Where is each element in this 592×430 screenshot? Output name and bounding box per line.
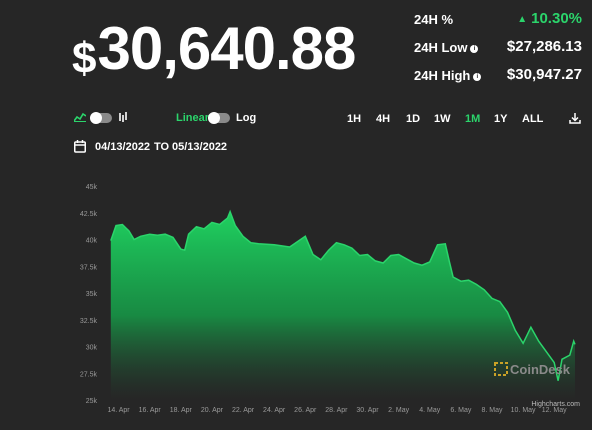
info-icon[interactable]: i: [473, 72, 482, 81]
y-tick-label: 35k: [86, 291, 98, 298]
price-value: 30,640.88: [97, 15, 356, 82]
range-button-1m[interactable]: 1M: [465, 113, 481, 125]
watermark-text: CoinDesk: [510, 362, 571, 377]
x-tick-label: 16. Apr: [139, 407, 162, 414]
stat-low-value: $27,286.13: [506, 38, 582, 55]
y-tick-label: 42.5k: [80, 211, 98, 218]
y-tick-label: 37.5k: [80, 264, 98, 271]
x-tick-label: 2. May: [388, 407, 410, 414]
x-tick-label: 14. Apr: [107, 407, 130, 414]
current-price: $30,640.88: [72, 14, 356, 84]
candlestick-icon[interactable]: [118, 112, 128, 122]
info-icon[interactable]: i: [470, 44, 479, 53]
stat-low-label: 24H Low i: [414, 40, 479, 55]
y-tick-label: 30k: [86, 345, 98, 352]
date-to-label: TO: [154, 141, 170, 153]
x-tick-label: 24. Apr: [263, 407, 286, 414]
x-axis: 14. Apr 16. Apr 18. Apr 20. Apr 22. Apr 24. A…: [107, 407, 567, 414]
download-icon[interactable]: [569, 112, 581, 124]
calendar-icon[interactable]: [74, 140, 86, 153]
area-chart-icon[interactable]: [74, 112, 86, 122]
stat-change-label: 24H %: [414, 12, 454, 27]
x-tick-label: 26. Apr: [294, 407, 317, 414]
toggle-knob: [208, 112, 220, 124]
chart-type-toggle[interactable]: [90, 112, 112, 124]
highcharts-credit[interactable]: Highcharts.com: [531, 401, 580, 408]
x-tick-label: 10. May: [511, 407, 536, 414]
x-tick-label: 28. Apr: [325, 407, 348, 414]
y-tick-label: 40k: [86, 238, 98, 245]
range-button-1h[interactable]: 1H: [347, 113, 362, 125]
date-from-input[interactable]: 04/13/2022: [95, 141, 151, 153]
range-button-4h[interactable]: 4H: [376, 113, 391, 125]
price-chart[interactable]: 25k 27.5k 30k 32.5k 35k 37.5k 40k 42.5k 45k 14. …: [0, 176, 592, 430]
range-button-1w[interactable]: 1W: [434, 113, 451, 125]
x-tick-label: 8. May: [481, 407, 503, 414]
up-arrow-icon: ▲: [517, 13, 528, 25]
range-button-1d[interactable]: 1D: [406, 113, 421, 125]
scale-linear-label[interactable]: Linear: [176, 112, 210, 124]
high-label-text: 24H High: [414, 68, 471, 83]
change-value-text: 10.30%: [531, 10, 582, 27]
range-button-all[interactable]: ALL: [522, 113, 544, 125]
x-tick-label: 22. Apr: [232, 407, 255, 414]
coindesk-watermark: CoinDesk: [494, 362, 571, 377]
toggle-knob: [90, 112, 102, 124]
scale-toggle[interactable]: [208, 112, 230, 124]
stat-high-value: $30,947.27: [506, 66, 582, 83]
price-area: [110, 211, 576, 400]
low-label-text: 24H Low: [414, 40, 468, 55]
y-tick-label: 45k: [86, 184, 98, 191]
x-tick-label: 18. Apr: [170, 407, 193, 414]
scale-log-label[interactable]: Log: [236, 112, 257, 124]
range-button-1y[interactable]: 1Y: [494, 113, 508, 125]
y-axis: 25k 27.5k 30k 32.5k 35k 37.5k 40k 42.5k 45k: [80, 184, 98, 405]
price-line: [110, 209, 576, 381]
x-tick-label: 4. May: [419, 407, 441, 414]
x-tick-label: 6. May: [450, 407, 472, 414]
y-tick-label: 32.5k: [80, 318, 98, 325]
x-tick-label: 30. Apr: [356, 407, 379, 414]
x-tick-label: 20. Apr: [201, 407, 224, 414]
stat-high-label: 24H High i: [414, 68, 482, 83]
currency-symbol: $: [72, 34, 97, 83]
x-tick-label: 12. May: [542, 407, 567, 414]
stat-change-value: ▲ 10.30%: [517, 10, 582, 27]
y-tick-label: 25k: [86, 398, 98, 405]
y-tick-label: 27.5k: [80, 371, 98, 378]
date-to-input[interactable]: 05/13/2022: [172, 141, 228, 153]
